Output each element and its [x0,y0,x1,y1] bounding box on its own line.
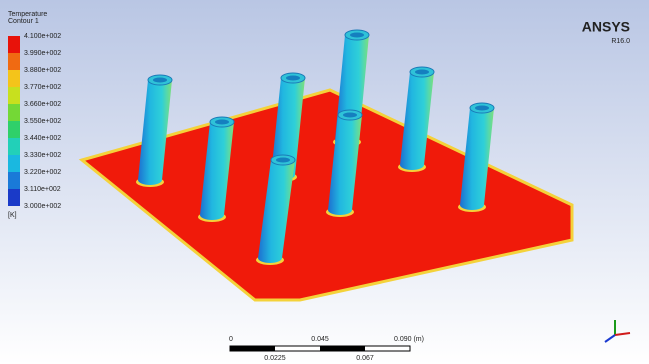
pin-hole [415,70,429,75]
colorbar-band [8,155,20,172]
colorbar-label: 3.990e+002 [24,50,61,57]
scale-label: 0 [229,336,233,343]
pin-hole [153,78,167,83]
colorbar-band [8,138,20,155]
viewport: Temperature Contour 1 [K] 4.100e+002 3.99… [0,0,649,364]
colorbar-label: 3.660e+002 [24,101,61,108]
colorbar-label: 3.440e+002 [24,135,61,142]
scale-label: 0.045 [311,336,329,343]
version: R16.0 [611,38,630,45]
colorbar-band [8,87,20,104]
pin-hole [343,113,357,118]
colorbar-band [8,121,20,138]
colorbar-label: 3.110e+002 [24,186,61,193]
pin-hole [475,106,489,111]
colorbar-band [8,36,20,53]
scale-label: 0.0225 [264,355,286,362]
colorbar-label: 3.000e+002 [24,203,61,210]
colorbar-band [8,189,20,206]
colorbar-label: 3.880e+002 [24,67,61,74]
scale-bar-segment [320,346,365,351]
pin-hole [286,76,300,81]
scale-bar [230,346,410,351]
colorbar-band [8,70,20,87]
colorbar-band [8,53,20,70]
colorbar-label: 4.100e+002 [24,33,61,40]
pin-hole [215,120,229,125]
colorbar-band [8,104,20,121]
scale-label: 0.067 [356,355,374,362]
legend-unit: [K] [8,212,17,219]
scale-bar-segment [230,346,275,351]
pin-hole [276,158,290,163]
colorbar-label: 3.330e+002 [24,152,61,159]
colorbar-label: 3.220e+002 [24,169,61,176]
logo: ANSYS [582,19,630,35]
colorbar-label: 3.770e+002 [24,84,61,91]
legend-subtitle: Contour 1 [8,18,39,25]
colorbar-band [8,172,20,189]
legend-title: Temperature [8,11,47,18]
scale-label: 0.090 (m) [394,336,424,343]
pin-hole [350,33,364,38]
colorbar-label: 3.550e+002 [24,118,61,125]
